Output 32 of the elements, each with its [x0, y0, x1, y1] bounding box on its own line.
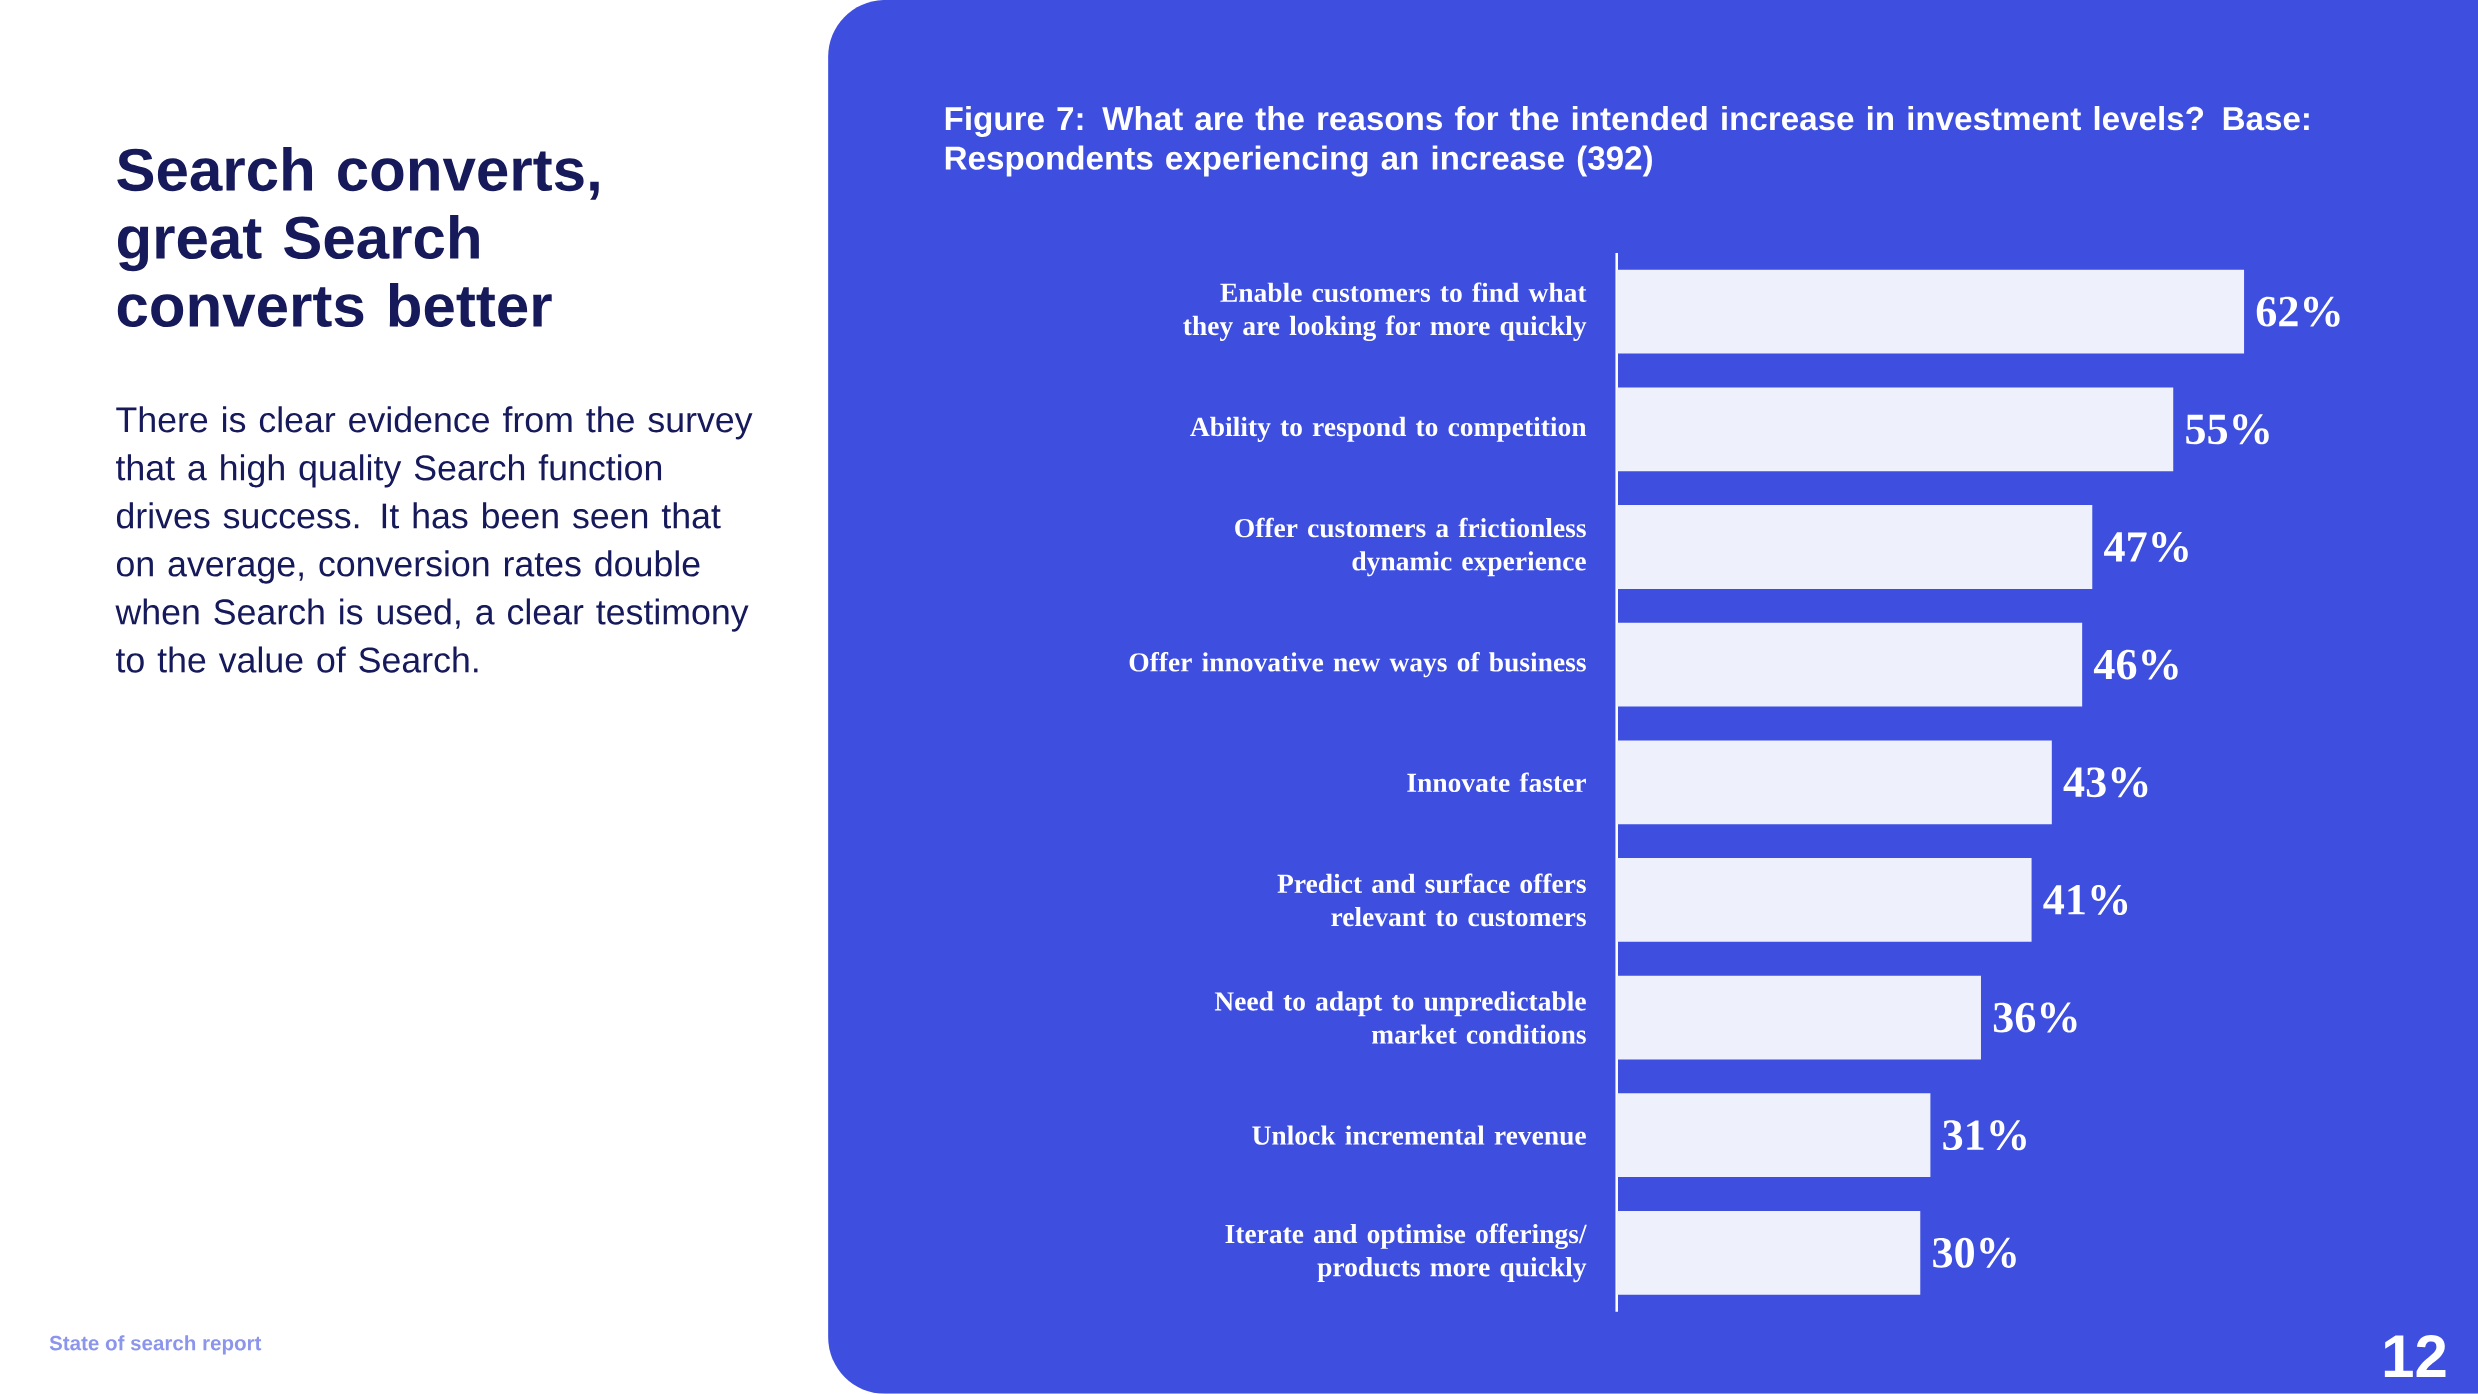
bar — [1616, 1211, 1921, 1295]
bar — [1616, 975, 1981, 1060]
bar — [1616, 1093, 1931, 1178]
y-tick-label: Enable customers to find what they are looking for more quickly — [1183, 282, 1587, 342]
bar — [1616, 387, 2174, 472]
y-tick-label: Offer innovative new ways of business — [1129, 652, 1586, 678]
data-label: 55% — [2186, 414, 2269, 445]
data-label: 30% — [1933, 1237, 2016, 1268]
text: There is clear evidence from the survey that a high quality Search function drives success. It has been seen that on average, conversion rates double when Search is used, a clear testimony to the value of Search. — [115, 406, 753, 673]
text: Search converts, great Search converts better — [117, 147, 599, 328]
data-label: 36% — [1993, 1002, 2077, 1033]
y-tick-label: Iterate and optimise offerings/ products more quickly — [1225, 1223, 1587, 1283]
y-tick-label: Unlock incremental revenue — [1252, 1125, 1586, 1146]
y-tick-label: Innovate faster — [1407, 772, 1586, 793]
y-tick-label: Predict and surface offers relevant to customers — [1277, 873, 1586, 927]
data-label: 43% — [2063, 767, 2148, 798]
y-tick-label: Need to adapt to unpredictable market conditions — [1214, 991, 1586, 1044]
bar — [1616, 858, 2032, 942]
data-label: 31% — [1943, 1120, 2026, 1151]
text: 12 — [2384, 1335, 2446, 1377]
data-label: 46% — [2093, 649, 2178, 680]
data-label: 47% — [2104, 532, 2188, 563]
bar — [1616, 269, 2245, 354]
text: State of search report — [49, 1335, 262, 1355]
y-tick-label: Offer customers a frictionless dynamic experience — [1235, 517, 1586, 577]
data-label: 41% — [2043, 884, 2128, 916]
bar — [1616, 740, 2052, 825]
bar — [1616, 622, 2083, 707]
chart-title: Figure 7: What are the reasons for the intended increase in investment levels? Base: Respondents experiencing an increase (392) — [945, 106, 2309, 177]
y-tick-label: Ability to respond to competition — [1190, 416, 1587, 442]
data-label: 62% — [2256, 296, 2340, 327]
bar — [1616, 505, 2093, 589]
